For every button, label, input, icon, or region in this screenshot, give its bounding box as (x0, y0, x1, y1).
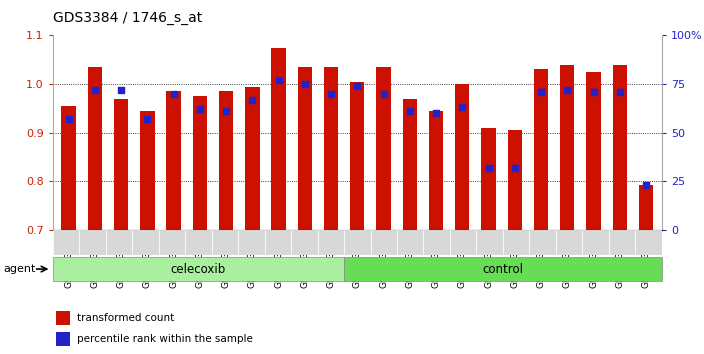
Point (509, 165, 520, 171)
Point (246, 97, 258, 102)
Bar (450, 230, 477, 255)
Bar (455, 84, 470, 230)
Point (614, 89, 625, 95)
Bar (477, 230, 503, 255)
Point (430, 110, 441, 116)
Bar (397, 230, 424, 255)
Bar (582, 230, 609, 255)
Bar (56, 312, 70, 325)
Bar (534, 69, 548, 230)
Point (325, 91, 337, 97)
Bar (53, 257, 344, 281)
Bar (344, 257, 662, 281)
Bar (166, 91, 181, 230)
Point (63, 116, 74, 122)
Bar (635, 230, 662, 255)
Text: GDS3384 / 1746_s_at: GDS3384 / 1746_s_at (53, 11, 202, 25)
Bar (377, 67, 391, 230)
Point (273, 77, 284, 83)
Text: celecoxib: celecoxib (171, 263, 226, 275)
Bar (193, 96, 207, 230)
Bar (291, 230, 318, 255)
Bar (265, 230, 291, 255)
Bar (298, 67, 312, 230)
Bar (344, 230, 370, 255)
Bar (87, 67, 102, 230)
Bar (350, 82, 365, 230)
Bar (586, 72, 601, 230)
Text: transformed count: transformed count (77, 313, 175, 323)
Bar (53, 230, 80, 255)
Bar (56, 332, 70, 346)
Bar (185, 230, 212, 255)
Point (641, 183, 652, 188)
Point (299, 81, 310, 87)
Bar (508, 130, 522, 230)
Bar (318, 230, 344, 255)
Text: agent: agent (4, 264, 36, 274)
Bar (238, 230, 265, 255)
Bar (529, 230, 556, 255)
Point (351, 83, 363, 89)
Bar (370, 230, 397, 255)
Bar (140, 111, 154, 230)
Bar (114, 99, 128, 230)
Bar (132, 230, 158, 255)
Text: percentile rank within the sample: percentile rank within the sample (77, 334, 253, 344)
Bar (106, 230, 132, 255)
Bar (609, 230, 635, 255)
Point (378, 91, 389, 97)
Bar (503, 230, 529, 255)
Bar (556, 230, 582, 255)
Point (483, 165, 494, 171)
Point (220, 108, 232, 114)
Point (562, 87, 573, 93)
Bar (429, 111, 444, 230)
Bar (560, 65, 574, 230)
Point (89, 87, 101, 93)
Bar (482, 128, 496, 230)
Point (142, 116, 153, 122)
Bar (245, 86, 260, 230)
Bar (158, 230, 185, 255)
Bar (639, 185, 653, 230)
Bar (61, 106, 76, 230)
Bar (403, 99, 417, 230)
Bar (424, 230, 450, 255)
Point (168, 91, 180, 97)
Bar (212, 230, 238, 255)
Bar (612, 65, 627, 230)
Bar (80, 230, 106, 255)
Point (194, 107, 206, 112)
Bar (324, 67, 338, 230)
Bar (271, 47, 286, 230)
Point (535, 89, 546, 95)
Point (115, 87, 127, 93)
Point (404, 108, 415, 114)
Bar (219, 91, 233, 230)
Point (588, 89, 599, 95)
Text: control: control (482, 263, 523, 275)
Point (457, 104, 468, 110)
